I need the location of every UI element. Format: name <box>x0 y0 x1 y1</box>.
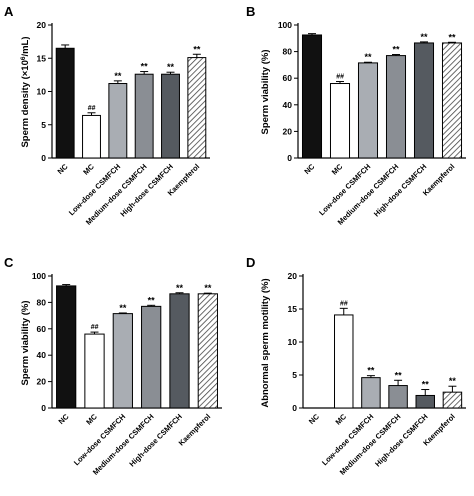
y-tick-label-c-80: 80 <box>37 297 47 307</box>
bar-b-mc <box>329 83 351 159</box>
y-tick-label-b-100: 100 <box>278 20 292 30</box>
bar-d-high-dose <box>415 394 435 409</box>
y-tick-label-b-80: 80 <box>283 47 293 57</box>
y-tick-label-a-5: 5 <box>41 120 46 130</box>
bar-d-medium-dose <box>388 385 408 409</box>
significance-d-mc: ## <box>340 300 348 307</box>
bar-c-nc <box>56 285 77 409</box>
significance-c-kaempferol: ** <box>204 283 212 293</box>
category-label-c-low-dose: Low-dose CSMFCH <box>72 412 127 467</box>
y-tick-label-b-20: 20 <box>283 126 293 136</box>
significance-d-kaempferol: ** <box>449 376 457 386</box>
y-tick-label-b-0: 0 <box>287 153 292 163</box>
y-tick-label-a-0: 0 <box>41 153 46 163</box>
significance-c-low-dose: ** <box>119 303 127 313</box>
panel-b: B Sperm viability (%) 0 20 40 60 80 100 NC ## MC… <box>246 4 466 227</box>
bar-c-low-dose <box>112 313 133 409</box>
y-tick-label-b-60: 60 <box>283 73 293 83</box>
y-axis-title-c: Sperm viability (%) <box>20 301 31 386</box>
significance-d-low-dose: ** <box>367 366 375 376</box>
bar-c-medium-dose <box>141 305 162 409</box>
significance-c-high-dose: ** <box>176 283 184 293</box>
panel-a: A Sperm density (×106/mL) 0 5 10 15 20 NC ## MC… <box>4 4 210 227</box>
category-label-c-mc: MC <box>84 412 99 427</box>
significance-b-medium-dose: ** <box>392 45 400 55</box>
y-axis-title-a: Sperm density (×106/mL) <box>20 36 32 147</box>
significance-b-kaempferol: ** <box>448 32 456 42</box>
y-axis-title-d: Abnormal sperm motility (%) <box>260 278 271 407</box>
bar-d-mc <box>334 314 354 409</box>
y-axis-title-b: Sperm viability (%) <box>260 50 271 135</box>
y-tick-label-d-5: 5 <box>292 370 297 380</box>
significance-a-low-dose: ** <box>114 71 122 81</box>
y-tick-label-a-20: 20 <box>37 20 47 30</box>
significance-b-high-dose: ** <box>420 32 428 42</box>
category-label-b-mc: MC <box>330 162 345 177</box>
y-tick-label-d-0: 0 <box>292 403 297 413</box>
significance-c-medium-dose: ** <box>148 295 156 305</box>
y-tick-label-c-100: 100 <box>32 271 46 281</box>
category-label-b-nc: NC <box>302 162 316 176</box>
panel-letter-d: D <box>246 255 255 270</box>
y-tick-label-c-60: 60 <box>37 324 47 334</box>
bar-c-high-dose <box>169 293 190 409</box>
bar-b-nc <box>301 34 323 159</box>
bar-a-mc <box>82 114 101 159</box>
significance-a-mc: ## <box>88 105 96 112</box>
bar-a-high-dose <box>161 73 180 159</box>
significance-d-high-dose: ** <box>422 380 430 390</box>
panel-letter-a: A <box>4 4 14 19</box>
panel-d: D Abnormal sperm motility (%) 0 5 10 15 20 NC… <box>246 255 466 477</box>
category-label-c-high-dose: High-dose CSMFCH <box>127 412 183 468</box>
significance-a-medium-dose: ** <box>141 62 149 72</box>
bar-a-kaempferol <box>187 57 207 159</box>
y-tick-label-c-0: 0 <box>41 403 46 413</box>
bar-d-low-dose <box>361 377 381 409</box>
category-label-d-nc: NC <box>307 412 321 426</box>
y-tick-label-a-10: 10 <box>37 87 47 97</box>
significance-a-high-dose: ** <box>167 62 175 72</box>
significance-b-low-dose: ** <box>364 52 372 62</box>
y-tick-label-a-15: 15 <box>37 53 47 63</box>
y-tick-label-d-20: 20 <box>288 271 298 281</box>
bar-a-nc <box>55 47 75 159</box>
category-label-d-low-dose: Low-dose CSMFCH <box>320 412 375 467</box>
significance-b-mc: ## <box>336 74 344 81</box>
category-label-a-mc: MC <box>81 162 96 177</box>
bar-b-medium-dose <box>385 55 407 159</box>
category-label-b-low-dose: Low-dose CSMFCH <box>317 162 372 217</box>
bar-a-medium-dose <box>134 73 154 159</box>
bar-b-high-dose <box>413 42 435 159</box>
y-tick-label-c-40: 40 <box>37 350 47 360</box>
significance-d-medium-dose: ** <box>395 370 403 380</box>
y-tick-label-d-10: 10 <box>288 337 298 347</box>
bar-a-low-dose <box>108 83 128 159</box>
category-label-b-high-dose: High-dose CSMFCH <box>372 162 428 218</box>
bar-c-mc <box>84 333 105 409</box>
significance-c-mc: ## <box>91 324 99 331</box>
panel-c: C Sperm viability (%) 0 20 40 60 80 100 NC ## MC… <box>4 255 222 477</box>
bar-d-kaempferol <box>442 391 463 409</box>
significance-a-kaempferol: ** <box>193 44 201 54</box>
category-label-c-nc: NC <box>57 412 71 426</box>
y-tick-label-b-40: 40 <box>283 100 293 110</box>
category-label-d-mc: MC <box>334 412 349 427</box>
panel-letter-b: B <box>246 4 255 19</box>
category-label-a-nc: NC <box>56 162 70 176</box>
y-tick-label-c-20: 20 <box>37 377 47 387</box>
bar-c-kaempferol <box>197 293 218 409</box>
bar-b-kaempferol <box>441 42 463 159</box>
bar-b-low-dose <box>357 62 379 159</box>
y-tick-label-d-15: 15 <box>288 304 298 314</box>
panel-letter-c: C <box>4 255 14 270</box>
